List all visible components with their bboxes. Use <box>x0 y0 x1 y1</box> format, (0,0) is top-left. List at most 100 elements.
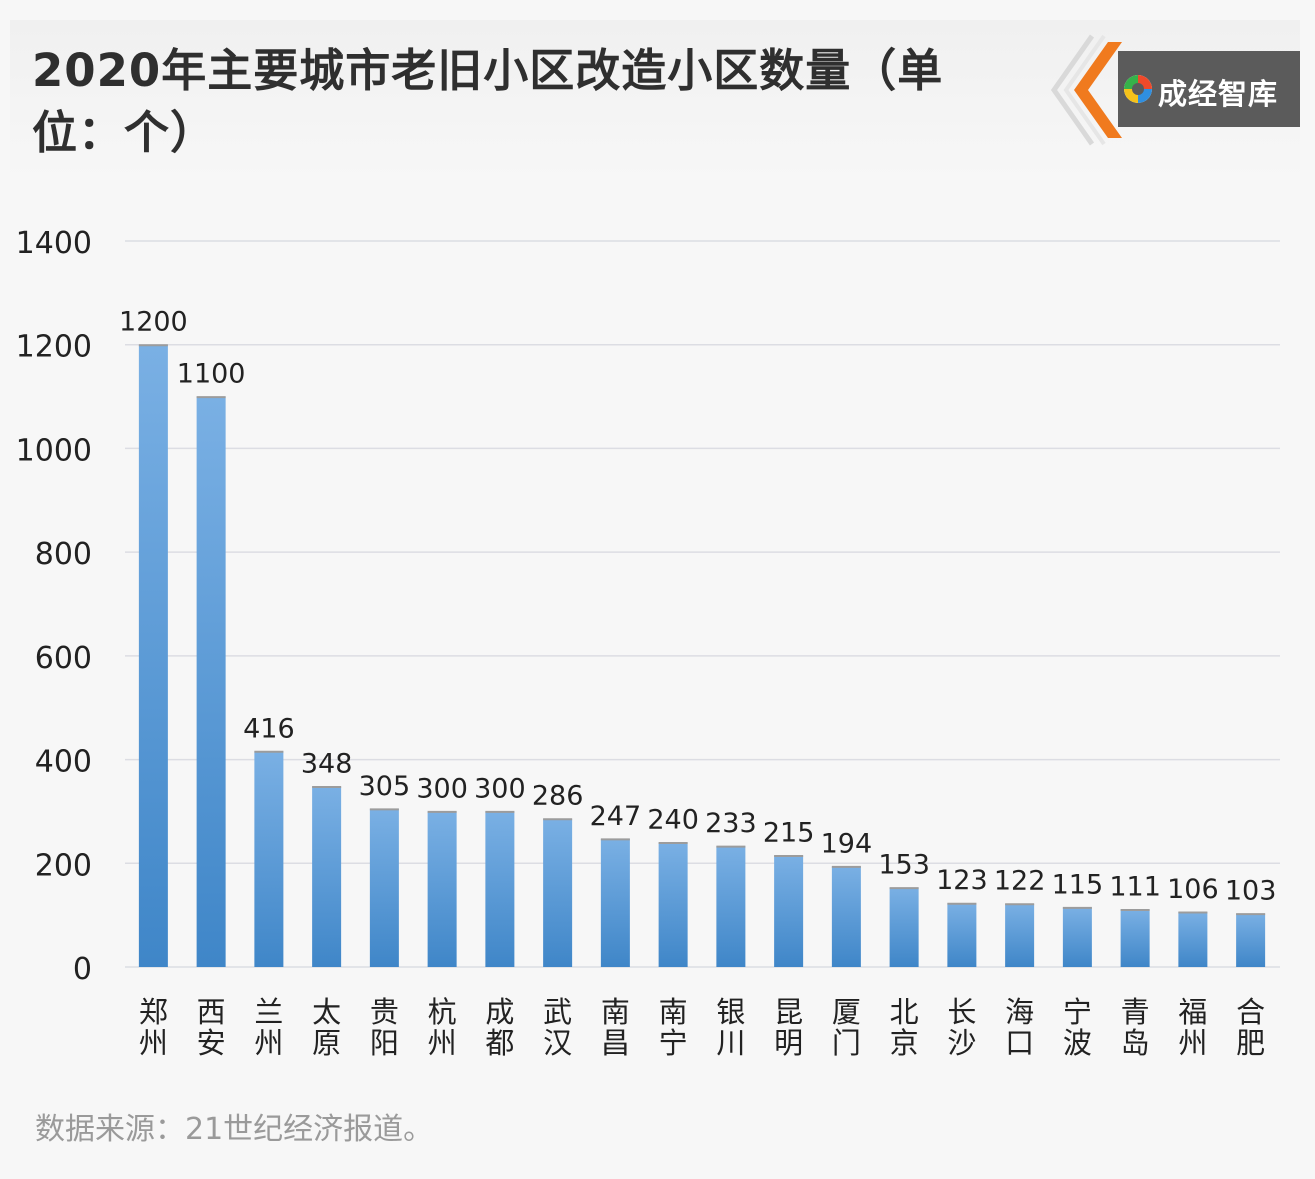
bar <box>831 866 861 967</box>
x-tick-label: 南宁 <box>659 995 688 1060</box>
x-tick-label: 海口 <box>1005 995 1034 1060</box>
x-tick-label: 福州 <box>1178 995 1207 1060</box>
data-label: 111 <box>1109 871 1161 902</box>
bar <box>600 838 630 967</box>
data-label: 123 <box>936 865 988 896</box>
x-tick-label: 郑州 <box>139 995 168 1060</box>
y-tick-label: 1400 <box>16 226 92 261</box>
bar <box>138 344 168 967</box>
x-tick-char: 州 <box>139 1026 168 1060</box>
data-label: 240 <box>647 805 699 836</box>
data-label: 122 <box>994 866 1046 897</box>
gridlines <box>125 240 1280 968</box>
x-tick-char: 门 <box>832 1026 861 1060</box>
logo-chevron-icon <box>1050 34 1122 146</box>
logo-box: 成经智库 <box>1118 51 1300 127</box>
data-label: 106 <box>1167 874 1219 905</box>
y-tick-label: 800 <box>35 537 92 572</box>
data-label: 153 <box>878 850 930 881</box>
x-tick-label: 武汉 <box>543 995 572 1060</box>
x-tick-char: 合 <box>1236 995 1265 1029</box>
x-tick-label: 贵阳 <box>370 995 399 1060</box>
x-tick-char: 昌 <box>601 1026 630 1060</box>
x-tick-char: 肥 <box>1236 1026 1265 1060</box>
data-label: 300 <box>416 773 468 804</box>
x-tick-label: 宁波 <box>1063 995 1092 1060</box>
x-tick-char: 都 <box>485 1026 514 1060</box>
x-tick-label: 北京 <box>890 995 919 1060</box>
bar <box>774 855 804 967</box>
data-label: 1100 <box>177 359 246 390</box>
x-tick-label: 昆明 <box>774 995 803 1060</box>
x-tick-char: 口 <box>1005 1026 1034 1060</box>
x-tick-char: 成 <box>485 995 514 1029</box>
x-tick-label: 长沙 <box>947 995 976 1060</box>
x-tick-char: 州 <box>428 1026 457 1060</box>
logo-text: 成经智库 <box>1158 77 1279 111</box>
x-tick-char: 太 <box>312 995 341 1029</box>
data-label: 305 <box>359 771 411 802</box>
data-label: 416 <box>243 713 295 744</box>
y-tick-label: 200 <box>35 848 92 883</box>
x-tick-label: 西安 <box>197 995 226 1060</box>
x-tick-char: 厦 <box>832 995 861 1029</box>
data-label: 215 <box>763 818 815 849</box>
data-label: 233 <box>705 808 757 839</box>
x-tick-label: 合肥 <box>1236 995 1265 1060</box>
bar <box>947 903 977 967</box>
x-tick-char: 贵 <box>370 995 399 1029</box>
brand-logo: 成经智库 <box>1048 30 1303 150</box>
y-axis-ticks: 0 200 400 600 800 1000 1200 1400 <box>16 226 92 987</box>
bar <box>312 786 342 967</box>
bar <box>254 751 284 967</box>
x-tick-label: 厦门 <box>832 995 861 1060</box>
data-label: 300 <box>474 773 526 804</box>
data-label: 286 <box>532 781 584 812</box>
data-label: 115 <box>1052 869 1104 900</box>
x-tick-char: 海 <box>1005 995 1034 1029</box>
x-tick-label: 兰州 <box>254 995 283 1060</box>
chart-title: 2020年主要城市老旧小区改造小区数量（单位：个） <box>32 44 944 159</box>
bar <box>543 818 573 967</box>
data-label: 1200 <box>119 307 188 338</box>
x-tick-char: 北 <box>890 995 919 1029</box>
x-tick-char: 宁 <box>1063 995 1092 1029</box>
x-tick-char: 银 <box>716 995 745 1029</box>
bar <box>889 887 919 967</box>
bar <box>485 811 515 967</box>
bar <box>1236 913 1266 967</box>
data-label: 348 <box>301 749 353 780</box>
bar <box>196 396 226 968</box>
bar <box>1178 912 1208 967</box>
y-tick-label: 600 <box>35 641 92 676</box>
brand-swirl-icon <box>1124 75 1152 103</box>
x-tick-char: 明 <box>774 1026 803 1060</box>
y-tick-label: 1000 <box>16 433 92 468</box>
data-label: 247 <box>590 801 642 832</box>
x-tick-char: 武 <box>543 995 572 1029</box>
x-tick-label: 成都 <box>485 995 514 1060</box>
x-tick-char: 杭 <box>428 995 457 1029</box>
x-tick-char: 川 <box>716 1026 745 1060</box>
bar <box>1005 903 1035 967</box>
x-tick-char: 安 <box>197 1026 226 1060</box>
x-tick-char: 长 <box>947 995 976 1029</box>
y-tick-label: 400 <box>35 745 92 780</box>
data-source-note: 数据来源：21世纪经济报道。 <box>35 1112 434 1147</box>
x-tick-char: 宁 <box>659 1026 688 1060</box>
x-tick-label: 太原 <box>312 995 341 1060</box>
x-tick-char: 京 <box>890 1026 919 1060</box>
x-tick-char: 波 <box>1063 1026 1092 1060</box>
x-tick-char: 昆 <box>774 995 803 1029</box>
x-tick-char: 西 <box>197 995 226 1029</box>
x-tick-label: 银川 <box>716 995 745 1060</box>
x-tick-char: 兰 <box>254 995 283 1029</box>
x-tick-char: 南 <box>659 995 688 1029</box>
x-tick-char: 州 <box>254 1026 283 1060</box>
y-tick-label: 1200 <box>16 330 92 365</box>
x-tick-char: 原 <box>312 1026 341 1060</box>
bar <box>1120 909 1150 967</box>
bar <box>658 842 688 967</box>
